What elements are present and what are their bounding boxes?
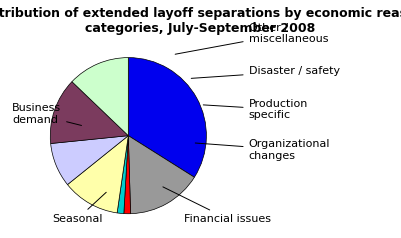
Wedge shape: [128, 136, 194, 214]
Text: Production
specific: Production specific: [203, 99, 308, 120]
Wedge shape: [117, 136, 128, 213]
Wedge shape: [51, 136, 128, 185]
Wedge shape: [72, 58, 128, 136]
Text: Disaster / safety: Disaster / safety: [191, 66, 340, 78]
Wedge shape: [128, 58, 207, 177]
Text: Seasonal: Seasonal: [52, 192, 106, 224]
Text: Organizational
changes: Organizational changes: [195, 139, 330, 161]
Text: Distribution of extended layoff separations by economic reason
categories, July-: Distribution of extended layoff separati…: [0, 7, 401, 35]
Wedge shape: [124, 136, 131, 214]
Wedge shape: [50, 82, 128, 144]
Wedge shape: [67, 136, 128, 213]
Text: Business
demand: Business demand: [12, 104, 81, 125]
Text: Other /
miscellaneous: Other / miscellaneous: [175, 23, 328, 54]
Text: Financial issues: Financial issues: [163, 187, 271, 224]
